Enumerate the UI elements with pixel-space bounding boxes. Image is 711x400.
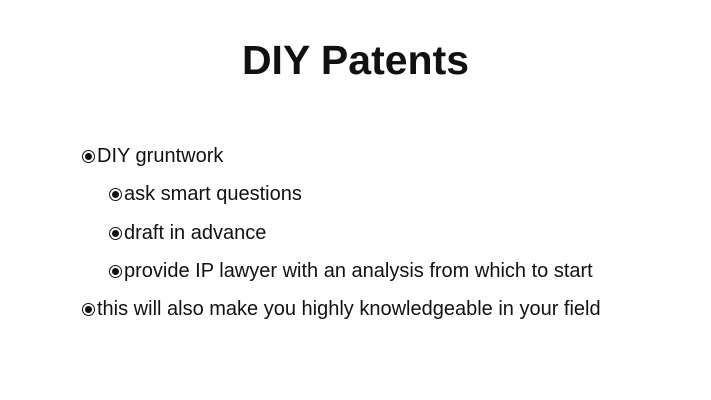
bullet-text: this will also make you highly knowledge…: [97, 298, 601, 320]
sub-bullet-item: ask smart questions: [109, 181, 302, 207]
bullet-text: DIY gruntwork: [97, 145, 224, 167]
fisheye-bullet-icon: [82, 149, 95, 163]
fisheye-bullet-icon: [109, 187, 122, 201]
bullet-text: provide IP lawyer with an analysis from …: [124, 260, 593, 282]
bullet-item: DIY gruntwork: [82, 143, 223, 169]
bullet-item: this will also make you highly knowledge…: [82, 296, 601, 322]
bullet-text: ask smart questions: [124, 183, 302, 205]
fisheye-bullet-icon: [109, 226, 122, 240]
slide-title: DIY Patents: [241, 37, 470, 83]
fisheye-bullet-icon: [82, 302, 95, 316]
bullet-text: draft in advance: [124, 222, 267, 244]
sub-bullet-item: provide IP lawyer with an analysis from …: [109, 258, 593, 284]
fisheye-bullet-icon: [109, 264, 122, 278]
sub-bullet-item: draft in advance: [109, 220, 266, 246]
